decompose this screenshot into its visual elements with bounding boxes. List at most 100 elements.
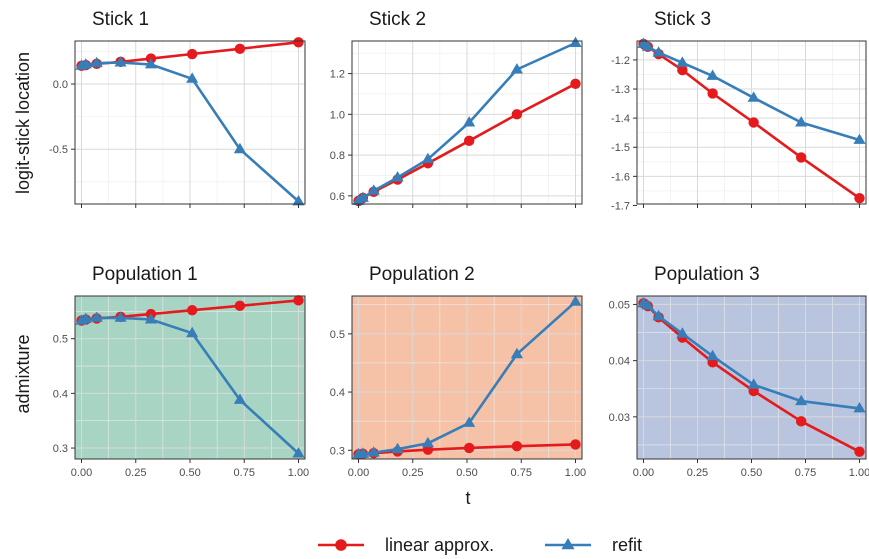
x-tick-label: 0.25: [687, 467, 708, 479]
panel-title: Stick 3: [654, 9, 711, 30]
series-refit: [637, 37, 866, 144]
x-tick-label: 0.50: [456, 467, 477, 479]
x-tick-label: 0.25: [402, 467, 423, 479]
x-tick-label: 0.00: [633, 467, 654, 479]
panel-title: Stick 1: [92, 9, 149, 30]
y-tick-label: -1.4: [611, 113, 630, 125]
legend-label: refit: [612, 535, 642, 555]
point-refit: [186, 72, 199, 83]
point-refit: [706, 349, 719, 361]
x-tick-label: 0.00: [71, 467, 92, 479]
y-axis-title-bottom: admixture: [13, 334, 33, 413]
point-refit: [90, 311, 103, 322]
point-linear-approx: [570, 439, 581, 450]
point-refit: [144, 313, 157, 324]
series-refit: [75, 56, 305, 206]
point-refit: [114, 311, 127, 322]
y-tick-label: -1.3: [611, 84, 630, 96]
legend-marker-circle: [335, 539, 347, 551]
point-linear-approx: [511, 440, 523, 452]
point-linear-approx: [293, 295, 304, 306]
panel-stick-1: 0.0 -0.5 Stick 1: [49, 9, 306, 208]
series-refit: [75, 311, 305, 458]
point-refit: [652, 46, 665, 57]
y-tick-label: -1.7: [611, 200, 630, 212]
y-tick-label: 0.05: [609, 299, 630, 311]
point-refit: [421, 152, 434, 164]
point-refit: [233, 393, 246, 404]
point-refit: [853, 402, 866, 413]
point-linear-approx: [463, 442, 475, 454]
legend-marker-triangle: [561, 538, 575, 550]
point-refit: [676, 327, 689, 338]
series-refit: [637, 296, 866, 413]
point-linear-approx: [707, 88, 718, 99]
x-tick-label: 0.75: [795, 467, 816, 479]
point-refit: [79, 312, 92, 323]
y-tick-label: 0.3: [330, 445, 345, 457]
point-refit: [463, 116, 476, 127]
y-tick-label: -0.5: [49, 144, 68, 156]
point-refit: [795, 116, 808, 127]
point-refit: [795, 394, 808, 406]
y-tick-label: 0.03: [609, 412, 630, 424]
x-axis-title: t: [465, 488, 470, 508]
panel-population-3: 0.00 0.25 0.50 0.75 1.00 0.03 0.04 0.05 Populati…: [609, 264, 869, 479]
point-refit: [356, 191, 369, 202]
y-tick-label: 1.0: [330, 109, 345, 121]
x-tick-label: 0.00: [348, 467, 369, 479]
y-tick-label: 0.6: [330, 191, 345, 203]
point-linear-approx: [186, 48, 198, 60]
panel-population-1: 0.00 0.25 0.50 0.75 1.00 0.3 0.4 0.5 Population …: [53, 264, 309, 479]
y-axis-title-top: logit-stick location: [13, 52, 33, 194]
x-tick-label: 0.25: [125, 467, 146, 479]
point-refit: [114, 56, 127, 67]
point-refit: [652, 309, 665, 321]
point-linear-approx: [186, 305, 198, 316]
point-refit: [853, 133, 866, 144]
point-refit: [641, 40, 654, 51]
y-tick-label: 0.0: [53, 79, 68, 91]
point-linear-approx: [570, 78, 581, 89]
point-refit: [421, 436, 434, 448]
y-tick-label: 0.5: [330, 329, 345, 341]
x-tick-label: 1.00: [288, 467, 309, 479]
point-linear-approx: [463, 135, 475, 147]
y-tick-label: 0.3: [53, 443, 68, 455]
panel-title: Population 1: [92, 264, 198, 285]
point-refit: [391, 171, 404, 182]
x-tick-label: 0.50: [179, 467, 200, 479]
y-tick-label: -1.6: [611, 171, 630, 183]
point-refit: [569, 295, 582, 306]
point-refit: [292, 447, 305, 458]
x-tick-label: 0.75: [511, 467, 532, 479]
point-linear-approx: [748, 117, 759, 128]
point-refit: [676, 56, 689, 67]
point-refit: [747, 91, 760, 102]
point-refit: [144, 58, 157, 69]
point-refit: [510, 63, 523, 74]
panel-stick-2: 0.6 0.8 1.0 1.2 Stick 2: [330, 9, 583, 208]
point-refit: [510, 347, 523, 359]
point-refit: [186, 326, 199, 338]
point-refit: [569, 36, 582, 47]
legend: linear approx. refit: [318, 535, 642, 555]
point-refit: [233, 142, 246, 154]
y-tick-label: -1.5: [611, 142, 630, 154]
y-tick-label: 0.04: [609, 356, 630, 368]
series-refit: [352, 36, 582, 205]
point-linear-approx: [234, 43, 246, 55]
y-tick-label: 1.2: [330, 69, 345, 81]
point-linear-approx: [795, 416, 807, 427]
point-linear-approx: [854, 192, 865, 204]
point-linear-approx: [795, 152, 807, 163]
y-tick-label: -1.2: [611, 55, 630, 67]
point-refit: [641, 299, 654, 310]
x-tick-label: 0.50: [741, 467, 762, 479]
panel-title: Population 3: [654, 264, 760, 285]
point-refit: [706, 69, 719, 80]
panel-population-2: 0.00 0.25 0.50 0.75 1.00 0.3 0.4 0.5 Population …: [330, 264, 586, 479]
point-refit: [747, 378, 760, 389]
point-refit: [367, 184, 380, 195]
